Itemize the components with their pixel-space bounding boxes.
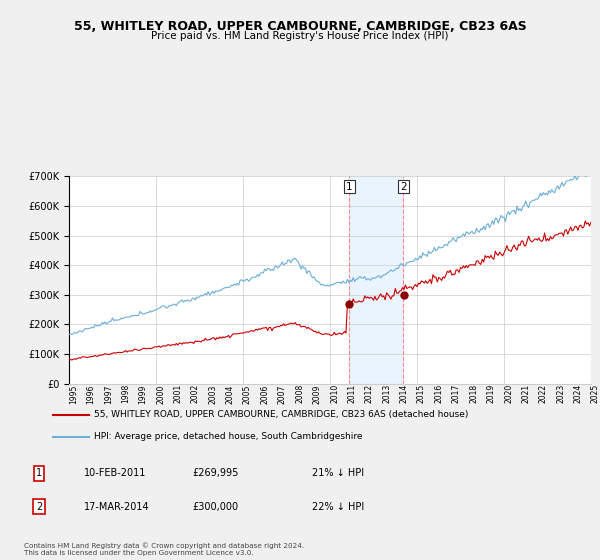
Text: 2020: 2020: [504, 384, 513, 403]
Text: HPI: Average price, detached house, South Cambridgeshire: HPI: Average price, detached house, Sout…: [94, 432, 362, 441]
Text: 2006: 2006: [260, 384, 269, 404]
Text: 2009: 2009: [313, 384, 322, 404]
Text: 2021: 2021: [521, 384, 530, 403]
Text: 2015: 2015: [417, 384, 426, 403]
Text: 1997: 1997: [104, 384, 113, 404]
Text: 2022: 2022: [539, 384, 548, 403]
Text: 2017: 2017: [452, 384, 461, 403]
Text: 2003: 2003: [208, 384, 217, 404]
Text: 1996: 1996: [86, 384, 95, 404]
Text: 2: 2: [36, 502, 42, 512]
Text: 2023: 2023: [556, 384, 565, 403]
Bar: [349, 176, 403, 384]
Text: Price paid vs. HM Land Registry's House Price Index (HPI): Price paid vs. HM Land Registry's House …: [151, 31, 449, 41]
Text: Contains HM Land Registry data © Crown copyright and database right 2024.
This d: Contains HM Land Registry data © Crown c…: [24, 542, 304, 556]
Text: 2004: 2004: [226, 384, 235, 404]
Text: 22% ↓ HPI: 22% ↓ HPI: [312, 502, 364, 512]
Text: 1: 1: [36, 468, 42, 478]
Text: 2024: 2024: [574, 384, 583, 403]
Text: 2014: 2014: [400, 384, 409, 403]
Text: 1999: 1999: [139, 384, 148, 404]
Text: £300,000: £300,000: [192, 502, 238, 512]
Text: 2011: 2011: [347, 384, 356, 403]
Text: 21% ↓ HPI: 21% ↓ HPI: [312, 468, 364, 478]
Text: £269,995: £269,995: [192, 468, 238, 478]
Text: 17-MAR-2014: 17-MAR-2014: [84, 502, 149, 512]
Text: 1995: 1995: [69, 384, 78, 404]
Text: 2000: 2000: [156, 384, 165, 404]
Text: 2025: 2025: [591, 384, 600, 403]
Text: 2019: 2019: [487, 384, 496, 403]
Text: 2018: 2018: [469, 384, 478, 403]
Text: 2007: 2007: [278, 384, 287, 404]
Text: 2001: 2001: [173, 384, 182, 403]
Text: 2005: 2005: [243, 384, 252, 404]
Text: 2008: 2008: [295, 384, 304, 403]
Text: 2002: 2002: [191, 384, 200, 403]
Text: 2: 2: [400, 181, 407, 192]
Text: 10-FEB-2011: 10-FEB-2011: [84, 468, 146, 478]
Text: 1: 1: [346, 181, 353, 192]
Text: 55, WHITLEY ROAD, UPPER CAMBOURNE, CAMBRIDGE, CB23 6AS (detached house): 55, WHITLEY ROAD, UPPER CAMBOURNE, CAMBR…: [94, 410, 468, 419]
Text: 2013: 2013: [382, 384, 391, 403]
Text: 55, WHITLEY ROAD, UPPER CAMBOURNE, CAMBRIDGE, CB23 6AS: 55, WHITLEY ROAD, UPPER CAMBOURNE, CAMBR…: [74, 20, 526, 32]
Text: 1998: 1998: [121, 384, 130, 403]
Text: 2012: 2012: [365, 384, 374, 403]
Text: 2010: 2010: [330, 384, 339, 403]
Text: 2016: 2016: [434, 384, 443, 403]
